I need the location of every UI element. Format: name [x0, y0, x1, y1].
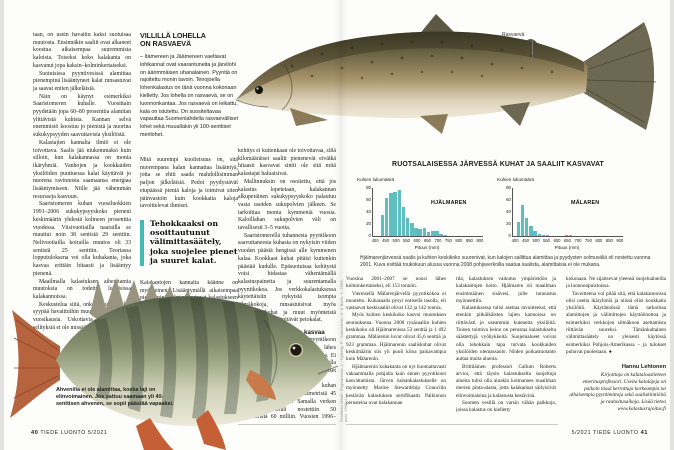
- paragraph: Brittiläinen professori Callum Roberts a…: [456, 363, 556, 399]
- sidebar-body-text: – Itämereen ja Jäämereen vaeltavat lohik…: [140, 54, 238, 138]
- paragraph: Vuosina 2001–2007 se nousi lähes kolmink…: [346, 276, 446, 290]
- chart-x-axis-title: Pituus (mm): [554, 245, 580, 250]
- right-column-a: Vuosina 2001–2007 se nousi lähes kolmink…: [346, 276, 446, 422]
- paragraph: kokonaan. Ne sijaitsevat yleensä suojelu…: [566, 276, 666, 290]
- magazine-name: TIEDE LUONTO: [40, 430, 86, 436]
- right-page-footer: 5/2021 TIEDE LUONTO 41: [572, 430, 648, 436]
- salmon-body: [236, 31, 588, 119]
- chart-section-title: RUOTSALAISESSA JÄRVESSÄ KUHAT JA SAALIIT…: [392, 159, 604, 168]
- chart-caption: Hjälmarenjärvessä saalis ja kuhien keski…: [360, 255, 651, 268]
- author-bio: Kirjoittaja on kalataloustieteen emeritu…: [569, 372, 666, 412]
- paragraph: taan, on usein havaittu kaksi suotuisaa …: [33, 32, 131, 69]
- pull-quote: Tehokkaaksi on osoittautunut välimittasä…: [150, 219, 238, 265]
- paragraph: Keskustelua siitä, onko kalastus pahin s…: [33, 301, 131, 331]
- salmon-eye: [255, 86, 263, 94]
- series-label-hjalmaren: HJÄLMAREN: [431, 200, 467, 206]
- salmon-spots: [290, 40, 554, 80]
- paragraph: tila, kalastuksen vaikutus ympäristöön j…: [456, 276, 556, 304]
- magazine-issue: 5/2021: [571, 430, 592, 436]
- paragraph: Hjälmarenin kuhakanta on nyt huomattavas…: [346, 363, 446, 407]
- callout-pointer-line: [532, 41, 533, 58]
- right-page-bottom-rule: [346, 424, 558, 425]
- perch-eye: [290, 344, 302, 356]
- left-column-2-top: Mitä suurempi kuolleisuus on, sitä nuore…: [140, 157, 238, 207]
- perch-illustration: [10, 278, 339, 450]
- perch-tail-fin: [10, 310, 60, 418]
- paragraph: Myös kuhien keskikoko kasvoi muutoksen s…: [346, 312, 446, 363]
- paragraph: Kalastuksessa tulisi asettaa tavoitteeks…: [456, 305, 556, 363]
- adipose-fin-callout-label: Rasvaevä: [502, 32, 525, 38]
- page-fold-shadow: [334, 0, 348, 450]
- perch-mouth: [317, 365, 339, 375]
- paragraph: Mitä suurempi kuolleisuus on, sitä nuore…: [140, 157, 238, 207]
- perch-caption: Ahvenilla ei ole alamittaa, koska laji o…: [56, 387, 174, 407]
- paragraph: Mallinnuksin on osoitettu, että jos kala…: [238, 178, 336, 232]
- salmon-pelvic-fin: [420, 114, 448, 134]
- paragraph: Kalastajien kannalta ilmiö ei ole toivot…: [33, 139, 131, 200]
- paragraph: Näin on käynyt esimerkiksi Saaristomeren…: [33, 93, 131, 139]
- series-label-malaren: MÄLAREN: [571, 200, 600, 206]
- paragraph: Maailmalla kalastuksen aiheuttamia muuto…: [33, 278, 131, 300]
- salmon-pectoral-fin: [290, 108, 328, 126]
- right-page-number: 41: [640, 430, 648, 436]
- author-block: Hannu Lehtonen Kirjoittaja on kalatalous…: [566, 364, 666, 413]
- malaren-plot-area: MÄLAREN 0 20 40 60 80 400 450 500 550 600 650 700 75…: [506, 184, 624, 243]
- left-page-bottom-rule: [238, 424, 336, 425]
- hjalmaren-plot-area: HJÄLMAREN 0 20 40 60 80 400 450 500 550 600 650 700…: [366, 184, 484, 243]
- author-name: Hannu Lehtonen: [621, 364, 666, 370]
- paragraph: Viereisellä Mälarenjärvellä pyyntikokoa …: [346, 290, 446, 312]
- left-page-footer: 40 TIEDE LUONTO 5/2021: [31, 430, 107, 436]
- sidebar-heading-line2: ON RASVAEVÄ: [140, 39, 192, 49]
- salmon-anal-fin: [500, 102, 530, 126]
- paragraph: Suotuisissa pyyntivesissä alamittaa pien…: [33, 70, 131, 92]
- magazine-spread: Rasvaevä taan, on usein havaittu kaksi s…: [4, 0, 670, 450]
- salmon-dorsal-fin: [418, 14, 454, 36]
- salmon-gill: [281, 63, 293, 111]
- left-column-1: taan, on usein havaittu kaksi suotuisaa …: [33, 32, 131, 382]
- chart-y-axis-title: Kuhien lukumäärä: [357, 177, 395, 182]
- right-column-c: kokonaan. Ne sijaitsevat yleensä suojelu…: [566, 276, 666, 360]
- magazine-name: TIEDE LUONTO: [593, 430, 639, 436]
- perch-anal-fin: [136, 418, 174, 450]
- chart-y-axis-title: Kuhien lukumäärä: [497, 177, 535, 182]
- right-column-b: tila, kalastuksen vaikutus ympäristöön j…: [456, 276, 556, 422]
- salmon-illustration: [235, 14, 657, 134]
- chart-x-axis-title: Pituus (mm): [414, 245, 440, 250]
- pullquote-accent-bar: [140, 220, 144, 266]
- paragraph: Suomen vesillä on varsin vähän paikkoja,…: [456, 400, 556, 414]
- left-page-number: 40: [31, 430, 39, 436]
- paragraph: Saaristomeren kuhan vuosiluokkien 1991–2…: [33, 201, 131, 277]
- paragraph: kehitys ei kuitenkaan ole toivottavaa, s…: [238, 148, 336, 178]
- salmon-tail-fin: [582, 22, 655, 130]
- perch-stripes: [94, 298, 273, 420]
- sidebar-heading: VILLILLÄ LOHELLA ON RASVAEVÄ: [140, 31, 238, 49]
- magazine-issue: 5/2021: [87, 430, 108, 436]
- paragraph: Saaristomerellä tuhannesta pyyntikoon sa…: [238, 232, 336, 324]
- sidebar-heading-line1: VILLILLÄ LOHELLA: [140, 31, 206, 40]
- paragraph: Tavoitteena voi pitää sitä, että kalakan…: [566, 290, 666, 355]
- perch-pelvic-fin: [196, 410, 226, 450]
- perch-pectoral-fin: [246, 370, 276, 400]
